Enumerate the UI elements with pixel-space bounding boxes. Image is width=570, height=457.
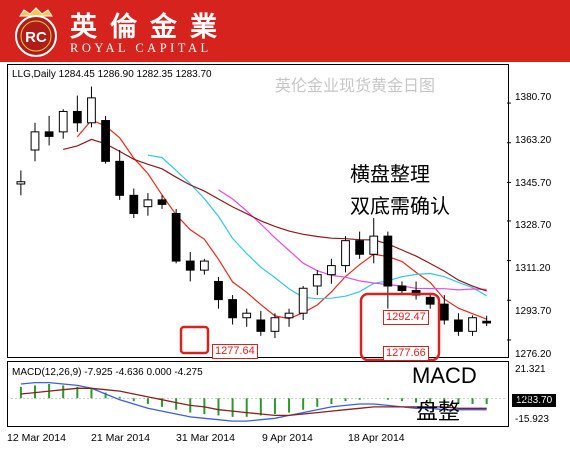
macd-y-tick: 0.00 [515, 394, 535, 405]
y-tick: 1311.20 [515, 263, 551, 274]
price-label-high-right: 1292.47 [383, 310, 429, 325]
x-tick: 9 Apr 2014 [262, 432, 313, 444]
brand-banner: RC 英倫金業 ROYAL CAPITAL [0, 0, 570, 62]
macd-line [20, 381, 487, 422]
candle-body [383, 235, 393, 287]
macd-header: MACD(12,26,9) -7.925 -4.636 0.000 -4.275 [12, 367, 203, 378]
candle-body [143, 199, 153, 208]
brand-name-cn: 英倫金業 [70, 12, 230, 43]
candle-body [115, 160, 125, 196]
candle-body [298, 287, 308, 314]
candle-body [72, 110, 82, 124]
candle-body [256, 319, 266, 332]
annotation-consolidation: 横盘整理 [350, 162, 430, 186]
ma-mid-line [147, 154, 488, 300]
x-tick: 18 Apr 2014 [348, 432, 405, 444]
current-price-tag: 1283.70 [512, 394, 557, 407]
annotation-double-bottom: 双底需确认 [350, 194, 450, 218]
price-chart [11, 86, 511, 422]
emblem-text: RC [25, 29, 47, 46]
candle-body [30, 131, 40, 151]
candle-body [58, 110, 68, 133]
candle-body [369, 235, 379, 255]
crest-logo-icon: RC [15, 7, 57, 57]
watermark: 英伦金业现货黄金日图 [275, 76, 436, 95]
candle-body [439, 303, 449, 321]
brand-name-en: ROYAL CAPITAL [70, 41, 212, 55]
highlight-box-left [179, 325, 210, 355]
y-tick: 1345.70 [515, 178, 552, 189]
candle-body [454, 319, 463, 332]
candle-body [44, 131, 54, 137]
candle-body [199, 260, 209, 271]
macd-y-tick: -15.923 [515, 414, 549, 425]
candle-body [341, 240, 350, 267]
chart-window: LLG,Daily 1284.45 1286.90 1282.35 1283.7… [5, 64, 563, 428]
y-tick: 1380.70 [515, 92, 552, 103]
price-panel [7, 64, 509, 358]
candle-body [242, 312, 252, 319]
y-tick: 1363.20 [515, 135, 552, 146]
y-tick: 1276.20 [515, 349, 552, 360]
y-tick: 1293.70 [515, 306, 552, 317]
x-tick: 31 Mar 2014 [176, 432, 235, 444]
candle-body [228, 299, 237, 319]
ma-long-line [63, 138, 487, 292]
candle-body [312, 274, 322, 287]
annotation-macd: MACD [412, 363, 477, 388]
macd-signal-line [20, 387, 487, 417]
candle-body [171, 212, 181, 262]
ma-fast-line [76, 119, 487, 320]
candle-body [16, 181, 26, 185]
candle-body [397, 285, 407, 292]
candle-body [270, 317, 280, 332]
ma-slow-line [218, 189, 487, 291]
candle-body [355, 240, 365, 255]
candle-body [157, 199, 167, 205]
candle-body [214, 280, 223, 301]
candle-body [482, 320, 492, 324]
candle-body [101, 120, 110, 162]
candle-body [468, 317, 477, 332]
x-tick: 21 Mar 2014 [91, 432, 150, 444]
price-label-low-left: 1277.64 [212, 344, 258, 359]
y-tick: 1328.70 [515, 220, 552, 231]
macd-y-tick: 21.321 [515, 364, 546, 375]
candle-body [284, 312, 294, 319]
macd-panel [7, 361, 509, 427]
price-label-low-right: 1277.66 [383, 346, 429, 361]
x-tick: 12 Mar 2014 [7, 432, 66, 444]
candle-body [327, 265, 336, 276]
candle-body [87, 97, 96, 124]
candle-body [129, 194, 139, 214]
candle-body [425, 296, 435, 305]
symbol-header: LLG,Daily 1284.45 1286.90 1282.35 1283.7… [12, 69, 212, 80]
candle-body [185, 260, 195, 271]
annotation-macd-consolidation: 盘整 [416, 400, 461, 425]
